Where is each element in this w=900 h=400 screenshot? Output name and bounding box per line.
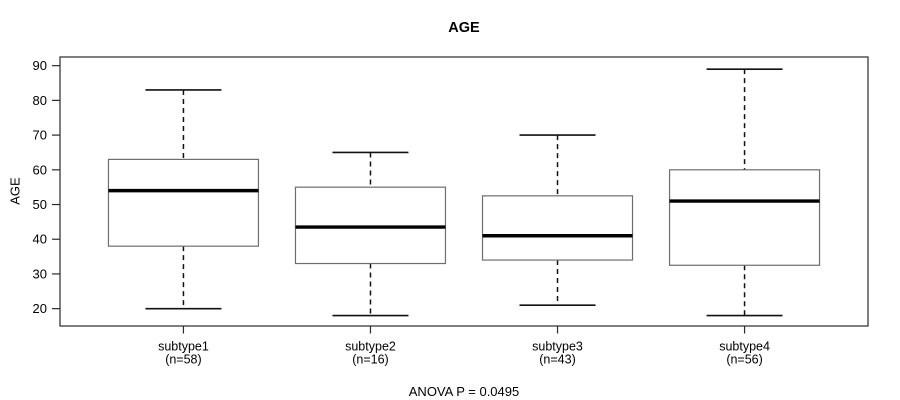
group-n-label: (n=16) <box>352 353 388 367</box>
y-axis-tick-label: 20 <box>33 301 47 316</box>
plot-frame <box>59 56 869 327</box>
chart-title: AGE <box>448 20 480 36</box>
y-axis-tick-label: 30 <box>33 266 47 281</box>
boxplot-group-subtype3: subtype3(n=43) <box>481 134 634 367</box>
iqr-box <box>481 195 634 261</box>
group-label: subtype4 <box>719 340 770 354</box>
group-label: subtype3 <box>532 340 583 354</box>
iqr-box <box>294 186 447 265</box>
group-n-label: (n=56) <box>726 353 762 367</box>
y-axis-tick-label: 40 <box>33 232 47 247</box>
y-axis-tick-label: 90 <box>33 58 47 73</box>
y-axis-tick-label: 50 <box>33 197 47 212</box>
iqr-box <box>668 169 821 266</box>
boxplot-group-subtype1: subtype1(n=58) <box>107 89 260 367</box>
group-label: subtype1 <box>158 340 209 354</box>
group-label: subtype2 <box>345 340 396 354</box>
y-axis-tick-label: 60 <box>33 162 47 177</box>
group-n-label: (n=43) <box>539 353 575 367</box>
y-axis-tick-label: 70 <box>33 128 47 143</box>
y-axis-tick-label: 80 <box>33 93 47 108</box>
boxplot-group-subtype4: subtype4(n=56) <box>668 68 821 367</box>
anova-annotation: ANOVA P = 0.0495 <box>408 384 520 399</box>
group-n-label: (n=58) <box>165 353 201 367</box>
boxplot-group-subtype2: subtype2(n=16) <box>294 151 447 367</box>
iqr-box <box>107 158 260 247</box>
